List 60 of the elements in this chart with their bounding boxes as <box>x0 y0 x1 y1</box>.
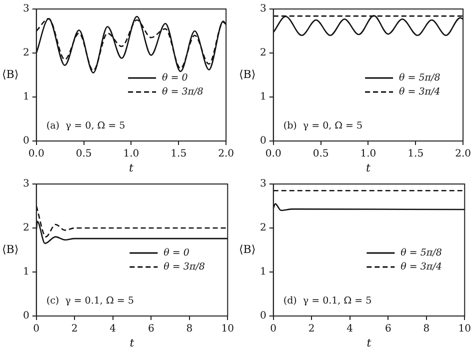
x-tick-label: 6 <box>148 324 154 335</box>
legend-label: θ = 0 <box>162 72 188 84</box>
x-tick-label: 2 <box>308 324 315 335</box>
y-tick-label: 2 <box>260 48 266 59</box>
y-tick-label: 1 <box>22 266 30 278</box>
x-tick-label: 1.5 <box>408 148 424 160</box>
annotation: (b) γ = 0, Ω = 5 <box>283 120 363 132</box>
x-axis-title: t <box>130 336 135 350</box>
x-axis-title: t <box>366 336 372 350</box>
x-tick-label: 2.0 <box>218 148 234 160</box>
y-tick-label: 3 <box>260 178 266 190</box>
x-tick-label: 1.0 <box>360 148 376 160</box>
x-axis-title: t <box>128 161 134 174</box>
x-tick-label: 10 <box>458 324 472 335</box>
y-tick-label: 0 <box>22 310 30 322</box>
y-tick-label: 2 <box>22 222 30 234</box>
legend-label: θ = 5π/8 <box>400 247 442 258</box>
x-axis-title: t <box>366 161 371 174</box>
x-tick-label: 1.0 <box>123 148 140 160</box>
x-tick-label: 0 <box>270 324 277 335</box>
line-series <box>273 14 464 36</box>
annotation: (a) γ = 0, Ω = 5 <box>46 120 126 132</box>
legend-label: θ = 3π/8 <box>164 261 205 272</box>
y-tick-label: 1 <box>260 92 266 103</box>
x-tick-label: 4 <box>110 324 116 335</box>
x-tick-label: 2 <box>71 324 78 335</box>
legend-label: θ = 0 <box>164 247 190 258</box>
line-series <box>273 203 465 212</box>
annotation: (d) γ = 0.1, Ω = 5 <box>283 296 372 307</box>
y-tick-label: 1 <box>22 92 30 103</box>
x-tick-label: 4 <box>346 324 354 335</box>
y-tick-label: 3 <box>22 178 30 190</box>
y-tick-label: 2 <box>22 48 30 59</box>
y-tick-label: 2 <box>260 222 266 234</box>
legend-label: θ = 3π/4 <box>399 86 440 98</box>
y-tick-label: 0 <box>22 136 30 147</box>
legend-label: θ = 3π/8 <box>162 86 204 98</box>
y-axis-title: ⟨B⟩ <box>2 242 19 256</box>
legend-label: θ = 5π/8 <box>399 72 440 84</box>
x-tick-label: 0.0 <box>265 148 282 160</box>
x-tick-label: 8 <box>423 324 430 335</box>
y-axis-title: ⟨B⟩ <box>2 68 19 81</box>
x-tick-label: 8 <box>186 324 193 335</box>
x-tick-label: 0.0 <box>28 148 44 160</box>
y-tick-label: 0 <box>260 310 266 322</box>
x-tick-label: 2.0 <box>455 148 471 160</box>
y-tick-label: 3 <box>260 4 266 15</box>
x-tick-label: 6 <box>384 324 392 335</box>
y-tick-label: 1 <box>260 266 266 278</box>
y-axis-title: ⟨B⟩ <box>239 242 256 256</box>
x-tick-label: 0.5 <box>312 148 329 160</box>
x-tick-label: 0.5 <box>76 148 92 160</box>
x-tick-label: 10 <box>221 324 234 335</box>
y-tick-label: 0 <box>260 136 266 147</box>
annotation: (c) γ = 0.1, Ω = 5 <box>46 296 134 307</box>
y-axis-title: ⟨B⟩ <box>239 68 256 81</box>
x-tick-label: 0 <box>33 324 40 335</box>
x-tick-label: 1.5 <box>170 148 187 160</box>
legend-label: θ = 3π/4 <box>400 261 442 272</box>
y-tick-label: 3 <box>22 4 30 15</box>
